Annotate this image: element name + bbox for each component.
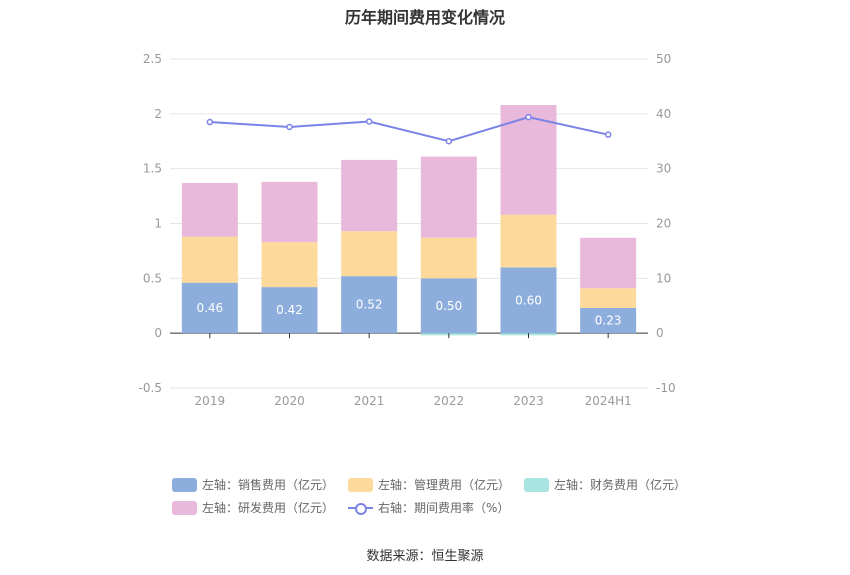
bar-data-label: 0.60	[515, 293, 542, 307]
y-left-tick-label: 2	[154, 107, 162, 121]
x-tick-label: 2019	[195, 394, 226, 408]
rate-point	[445, 138, 453, 145]
rate-point	[604, 131, 612, 138]
bar-data-label: 0.23	[595, 314, 622, 328]
legend-item[interactable]: 左轴：财务费用（亿元）	[524, 476, 686, 493]
legend-item[interactable]: 右轴：期间费用率（%）	[348, 499, 509, 516]
legend-item[interactable]: 左轴：研发费用（亿元）	[172, 499, 334, 516]
bar-segment	[341, 231, 398, 277]
x-tick-label: 2020	[274, 394, 305, 408]
legend-label: 左轴：销售费用（亿元）	[202, 478, 335, 492]
x-tick-label: 2024H1	[585, 394, 632, 408]
bar-segment	[420, 278, 477, 334]
bar-segment	[580, 307, 637, 334]
legend-swatch	[348, 477, 374, 492]
rate-point	[525, 113, 532, 121]
legend-row: 左轴：研发费用（亿元） 右轴：期间费用率（%）	[172, 496, 692, 519]
rate-line	[209, 116, 609, 143]
bar-data-label: 0.50	[435, 299, 462, 313]
y-left-tick-label: 1.5	[143, 162, 162, 176]
x-tick-label: 2022	[434, 394, 465, 408]
bar-data-label: 0.52	[356, 298, 383, 312]
bar-segment	[420, 237, 477, 279]
y-right-tick-label: 10	[656, 271, 671, 285]
bar-segment	[181, 282, 238, 334]
y-right-tick-label: -10	[656, 381, 676, 395]
rate-point	[365, 118, 373, 125]
source-note: 数据来源：恒生聚源	[366, 549, 484, 564]
bar-segment	[261, 242, 318, 288]
x-tick-label: 2021	[354, 394, 385, 408]
legend-swatch	[524, 477, 550, 492]
chart-title: 历年期间费用变化情况	[344, 8, 505, 27]
legend-label: 右轴：期间费用率（%）	[378, 501, 510, 515]
bar-segment	[580, 237, 637, 289]
y-right-tick-label: 20	[656, 217, 671, 231]
y-left-tick-label: -0.5	[139, 381, 162, 395]
bar-segment	[341, 159, 398, 232]
legend-item[interactable]: 左轴：销售费用（亿元）	[172, 476, 334, 493]
bar-data-label: 0.46	[196, 301, 223, 315]
legend-label: 左轴：研发费用（亿元）	[202, 501, 335, 515]
y-right-tick-label: 40	[656, 107, 671, 121]
y-left-tick-label: 0.5	[143, 271, 162, 285]
y-left-tick-label: 1	[154, 217, 162, 231]
legend-row: 左轴：销售费用（亿元） 左轴：管理费用（亿元） 左轴：财务费用（亿元）	[172, 473, 692, 496]
rate-point	[286, 123, 293, 131]
bar-data-label: 0.42	[276, 303, 303, 317]
y-right-tick-label: 30	[656, 162, 671, 176]
bar-segment	[420, 156, 477, 238]
legend-swatch	[348, 501, 374, 515]
legend-swatch	[172, 477, 197, 492]
chart-legend: 左轴：销售费用（亿元） 左轴：管理费用（亿元） 左轴：财务费用（亿元） 左轴：研发费用…	[172, 473, 692, 519]
y-right-tick-label: 0	[656, 326, 664, 340]
y-left-tick-label: 2.5	[143, 52, 162, 66]
bar-segment	[341, 276, 398, 334]
bar-segment	[261, 287, 318, 334]
y-right-tick-label: 50	[656, 52, 671, 66]
legend-swatch	[172, 500, 197, 515]
bar-segment	[261, 181, 318, 243]
legend-label: 左轴：管理费用（亿元）	[378, 478, 511, 492]
bar-segment	[500, 267, 557, 334]
rate-point	[206, 118, 214, 126]
bar-segment	[181, 236, 238, 283]
legend-item[interactable]: 左轴：管理费用（亿元）	[348, 476, 510, 493]
y-left-tick-label: 0	[154, 326, 162, 340]
x-tick-label: 2023	[513, 394, 544, 408]
bar-segment	[500, 214, 557, 268]
bar-segment	[181, 182, 238, 237]
legend-label: 左轴：财务费用（亿元）	[554, 478, 687, 492]
bar-segment	[580, 288, 637, 308]
